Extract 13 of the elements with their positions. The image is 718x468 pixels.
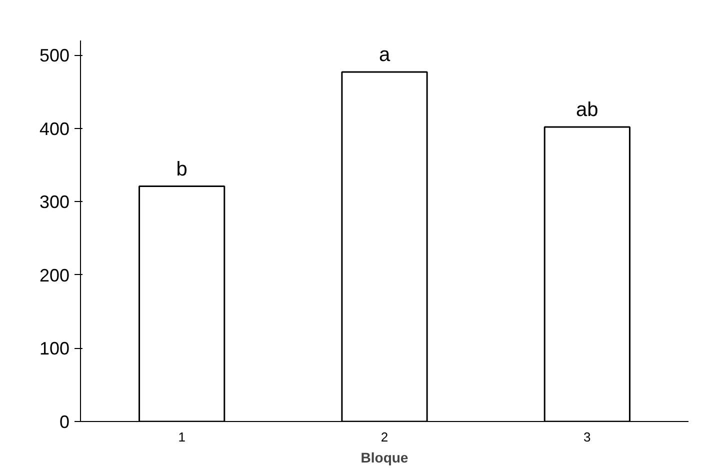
x-tick-label: 2 xyxy=(380,430,388,444)
y-tick-label: 400 xyxy=(39,118,70,139)
y-tick-label: 500 xyxy=(39,46,70,66)
x-tick-label: 1 xyxy=(178,430,186,444)
x-tick-label: 3 xyxy=(584,430,591,444)
y-tick-label: 100 xyxy=(39,338,70,359)
x-axis-title: Bloque xyxy=(360,450,408,466)
y-tick-label: 200 xyxy=(39,265,70,286)
y-tick-label: 300 xyxy=(39,192,70,212)
annotation: a xyxy=(378,44,391,66)
y-tick-label: 0 xyxy=(59,412,70,432)
annotation: ab xyxy=(576,98,598,121)
annotation: b xyxy=(176,158,188,180)
